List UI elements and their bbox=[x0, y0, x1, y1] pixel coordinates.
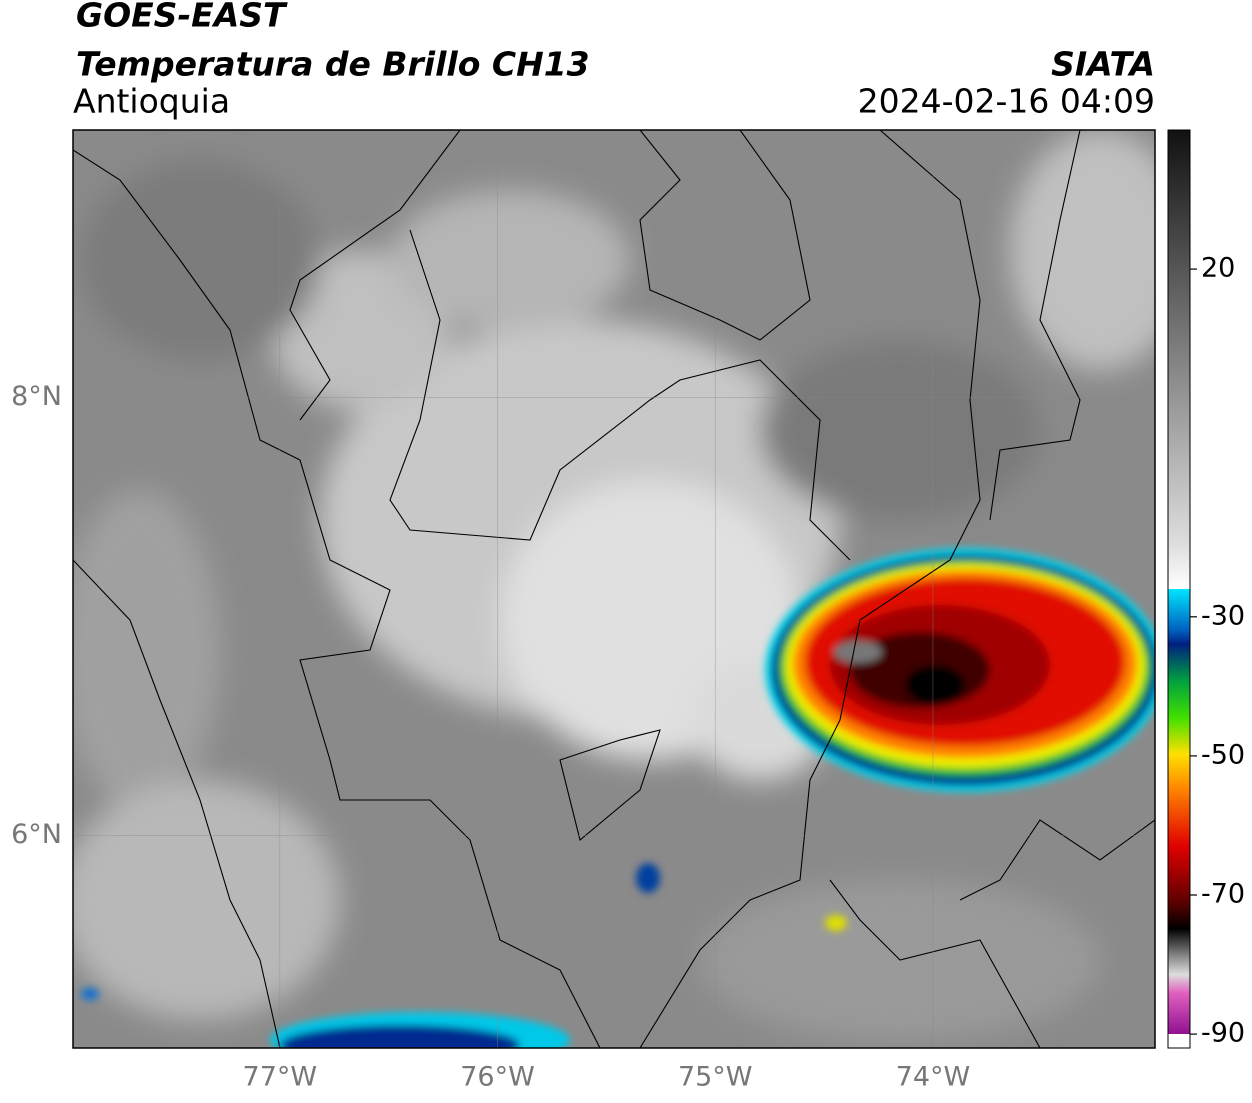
map-frame bbox=[72, 129, 1156, 1049]
x-tick-label: 76°W bbox=[460, 1062, 535, 1093]
colorbar-tick-label: -50 bbox=[1201, 739, 1245, 770]
x-tick-label: 74°W bbox=[896, 1062, 971, 1093]
satellite-image bbox=[73, 130, 1155, 1048]
y-tick-label: 6°N bbox=[11, 819, 62, 850]
colorbar-tick-label: -90 bbox=[1201, 1018, 1245, 1049]
colorbar-tick-label: 20 bbox=[1201, 253, 1235, 284]
y-tick-label: 8°N bbox=[11, 381, 62, 412]
source: SIATA bbox=[1051, 45, 1155, 84]
subtitle: Temperatura de Brillo CH13 bbox=[76, 45, 590, 84]
region: Antioquia bbox=[73, 82, 230, 121]
colorbar-tick-label: -30 bbox=[1201, 600, 1245, 631]
x-tick-label: 77°W bbox=[243, 1062, 318, 1093]
colorbar bbox=[1167, 129, 1191, 1049]
colorbar-tick-label: -70 bbox=[1201, 879, 1245, 910]
x-tick-label: 75°W bbox=[678, 1062, 753, 1093]
borders bbox=[73, 130, 1155, 1048]
title: GOES-EAST bbox=[76, 0, 288, 35]
datetime: 2024-02-16 04:09 bbox=[858, 82, 1155, 121]
